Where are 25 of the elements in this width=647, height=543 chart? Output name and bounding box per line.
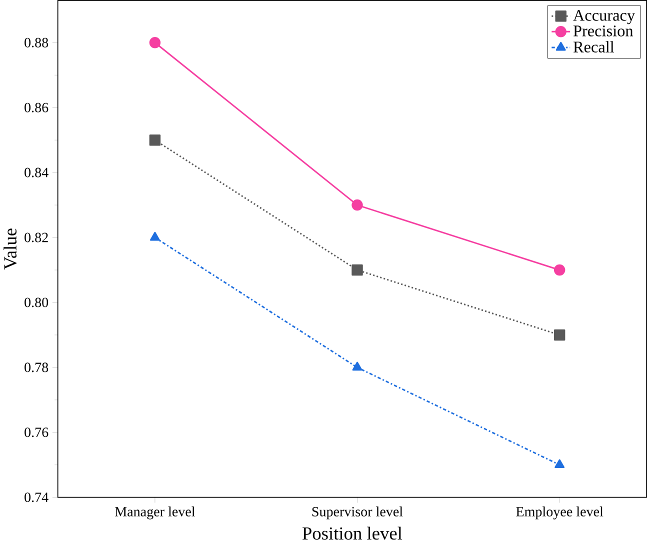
y-axis-title: Value	[4, 228, 17, 270]
y-tick-label: 0.84	[24, 168, 48, 178]
legend-label: Precision	[573, 25, 634, 36]
y-tick-label: 0.82	[24, 232, 48, 242]
y-tick-label: 0.76	[24, 427, 48, 438]
y-tick-label: 0.86	[24, 102, 48, 112]
point	[352, 362, 362, 370]
point	[554, 459, 565, 468]
x-axis-title: Position level	[302, 526, 402, 540]
point	[352, 264, 363, 276]
point	[149, 36, 161, 48]
y-tick-label: 0.78	[24, 362, 48, 372]
y-tick-label: 0.80	[24, 298, 48, 308]
x-tick-label: Manager level	[115, 506, 196, 520]
legend-label: Recall	[573, 40, 614, 52]
y-tick-label: 0.74	[24, 492, 48, 502]
x-tick-label: Employee level	[516, 506, 604, 520]
x-tick-label: Supervisor level	[312, 506, 403, 520]
point	[554, 264, 566, 276]
legend-label: Accuracy	[573, 10, 635, 24]
point	[554, 329, 566, 340]
point	[352, 199, 363, 211]
point	[149, 134, 161, 146]
y-tick-label: 0.88	[24, 38, 48, 48]
point	[150, 232, 160, 241]
